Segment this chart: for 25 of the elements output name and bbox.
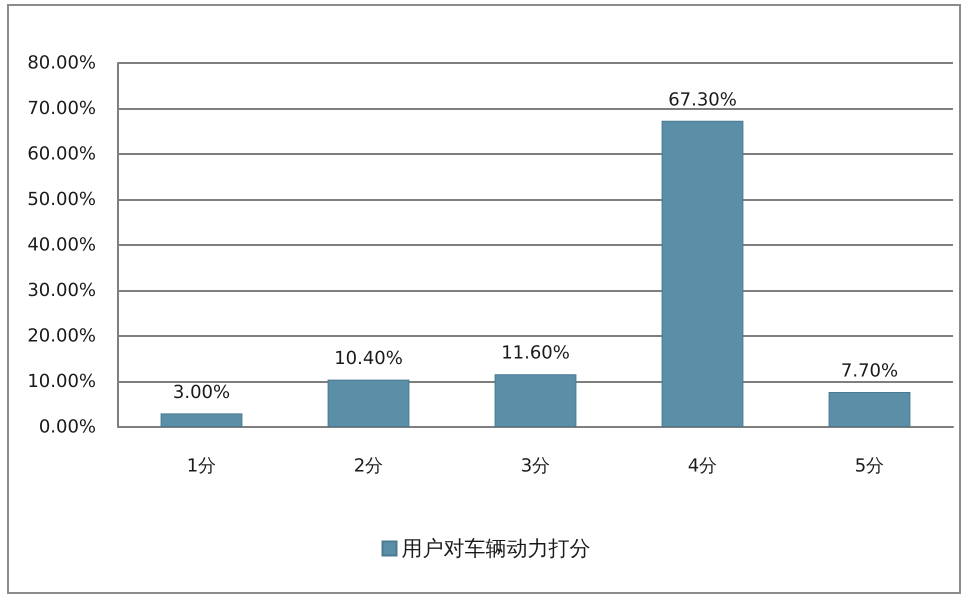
legend-label: 用户对车辆动力打分 [402,536,590,560]
bar [494,374,576,427]
x-tick-label: 3分 [520,456,550,476]
bar [828,392,910,427]
y-tick-label: 80.00% [27,52,96,74]
y-tick-label: 30.00% [27,280,96,301]
y-tick-label: 50.00% [27,189,96,210]
y-tick-label: 20.00% [27,326,96,346]
y-tick-label: 60.00% [27,144,96,164]
data-label: 67.30% [668,89,737,110]
y-tick-label: 40.00% [27,234,96,256]
x-tick-label: 5分 [854,456,884,476]
bar [328,380,410,427]
x-tick-label: 2分 [354,456,384,476]
y-tick-label: 70.00% [27,98,96,119]
x-tick-label: 4分 [688,456,718,476]
x-tick-label: 1分 [186,456,216,476]
y-tick-label: 10.00% [27,371,96,392]
data-label: 7.70% [840,360,898,382]
data-label: 3.00% [172,382,230,403]
y-tick-label: 0.00% [38,416,96,438]
bar [160,413,242,427]
data-label: 11.60% [501,342,570,364]
bar [662,120,744,427]
data-label: 10.40% [334,348,403,370]
